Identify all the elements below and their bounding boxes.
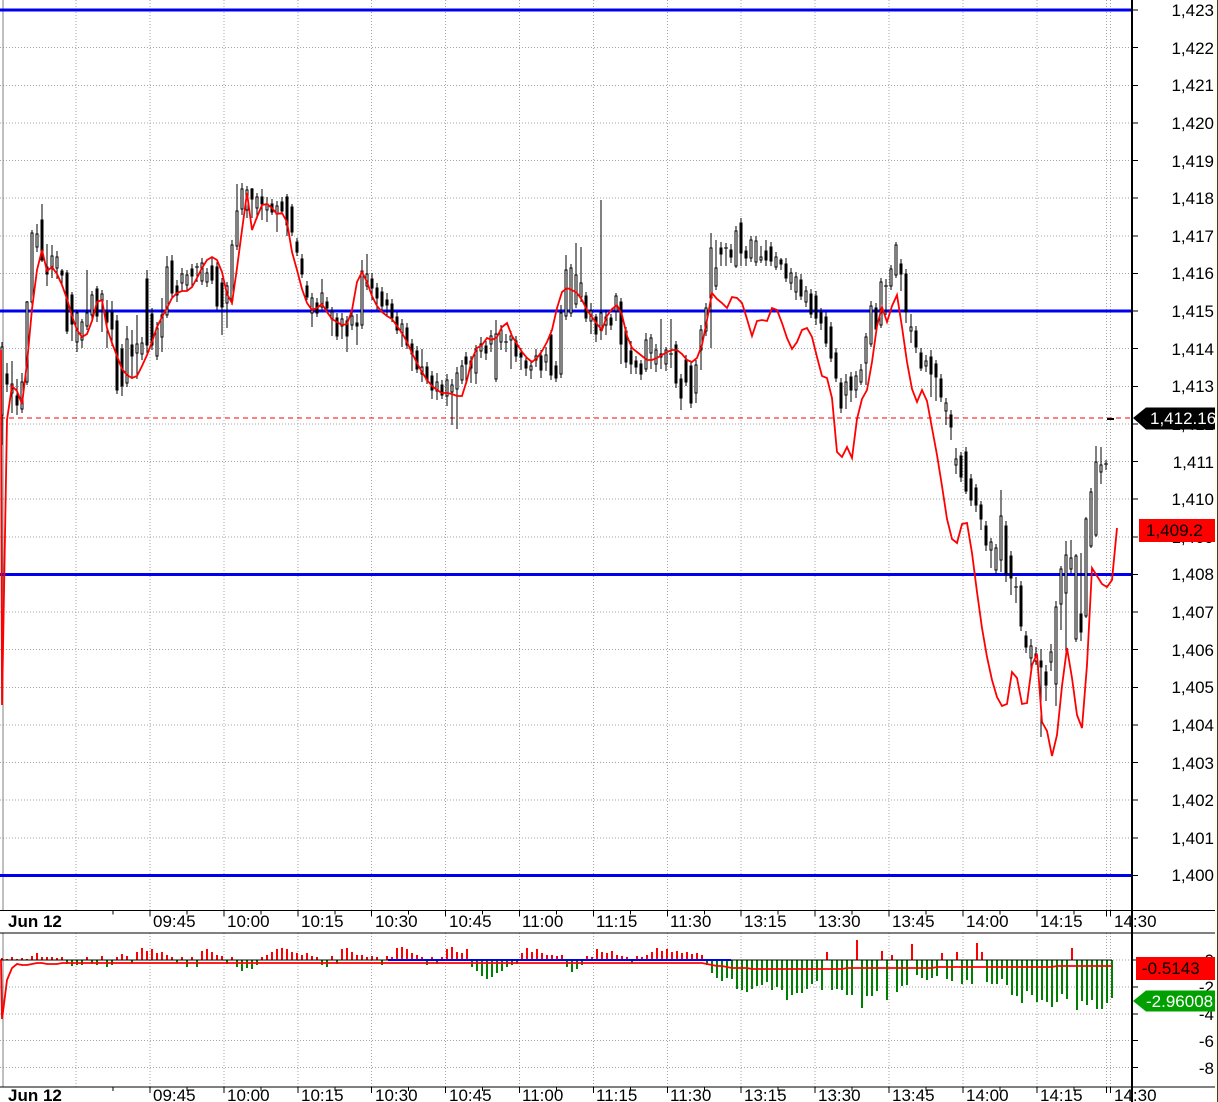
svg-text:11:30: 11:30	[670, 1086, 711, 1102]
svg-text:1,423: 1,423	[1171, 1, 1214, 20]
svg-text:14:00: 14:00	[966, 912, 1009, 931]
svg-text:10:00: 10:00	[227, 1086, 270, 1102]
svg-text:11:15: 11:15	[596, 912, 637, 931]
svg-text:1,402: 1,402	[1171, 791, 1214, 810]
svg-text:13:45: 13:45	[892, 912, 935, 931]
svg-text:1,408: 1,408	[1171, 565, 1214, 584]
svg-text:1,409.2: 1,409.2	[1146, 521, 1203, 540]
svg-text:11:15: 11:15	[596, 1086, 637, 1102]
svg-text:14:30: 14:30	[1114, 912, 1157, 931]
svg-text:1,411: 1,411	[1173, 453, 1214, 472]
svg-text:1,406: 1,406	[1171, 641, 1214, 660]
svg-text:1,410: 1,410	[1171, 490, 1214, 509]
svg-text:1,401: 1,401	[1171, 829, 1214, 848]
svg-text:13:30: 13:30	[818, 912, 861, 931]
svg-text:1,400: 1,400	[1171, 866, 1214, 885]
svg-text:1,421: 1,421	[1171, 76, 1214, 95]
svg-text:10:15: 10:15	[301, 912, 344, 931]
svg-text:-6: -6	[1199, 1032, 1214, 1051]
svg-text:09:45: 09:45	[153, 1086, 196, 1102]
svg-text:1,419: 1,419	[1171, 152, 1214, 171]
svg-text:10:30: 10:30	[375, 912, 418, 931]
svg-text:14:00: 14:00	[966, 1086, 1009, 1102]
svg-text:10:30: 10:30	[375, 1086, 418, 1102]
svg-text:1,422: 1,422	[1171, 39, 1214, 58]
svg-text:11:00: 11:00	[522, 912, 563, 931]
svg-text:1,420: 1,420	[1171, 114, 1214, 133]
svg-text:-2.96008: -2.96008	[1146, 992, 1213, 1011]
svg-text:1,413: 1,413	[1171, 377, 1214, 396]
svg-text:1,407: 1,407	[1171, 603, 1214, 622]
svg-text:-8: -8	[1199, 1059, 1214, 1078]
svg-text:1,403: 1,403	[1171, 754, 1214, 773]
svg-text:10:15: 10:15	[301, 1086, 344, 1102]
svg-text:1,405: 1,405	[1171, 678, 1214, 697]
svg-text:13:15: 13:15	[744, 912, 787, 931]
svg-text:Jun 12: Jun 12	[8, 1086, 62, 1102]
svg-text:13:30: 13:30	[818, 1086, 861, 1102]
svg-text:13:45: 13:45	[892, 1086, 935, 1102]
svg-text:14:15: 14:15	[1040, 912, 1083, 931]
svg-text:1,414: 1,414	[1171, 340, 1214, 359]
svg-text:1,418: 1,418	[1171, 189, 1214, 208]
svg-text:09:45: 09:45	[153, 912, 196, 931]
svg-text:10:45: 10:45	[449, 912, 492, 931]
svg-text:11:30: 11:30	[670, 912, 711, 931]
svg-text:1,404: 1,404	[1171, 716, 1214, 735]
svg-text:11:00: 11:00	[522, 1086, 563, 1102]
svg-text:1,412.16: 1,412.16	[1150, 409, 1216, 428]
svg-text:10:00: 10:00	[227, 912, 270, 931]
svg-text:Jun 12: Jun 12	[8, 912, 62, 931]
svg-text:13:15: 13:15	[744, 1086, 787, 1102]
svg-text:14:15: 14:15	[1040, 1086, 1083, 1102]
svg-text:1,415: 1,415	[1171, 302, 1214, 321]
svg-text:1,417: 1,417	[1171, 227, 1214, 246]
svg-text:1,416: 1,416	[1171, 264, 1214, 283]
svg-text:-0.5143: -0.5143	[1142, 959, 1200, 978]
svg-text:10:45: 10:45	[449, 1086, 492, 1102]
svg-text:14:30: 14:30	[1114, 1086, 1157, 1102]
